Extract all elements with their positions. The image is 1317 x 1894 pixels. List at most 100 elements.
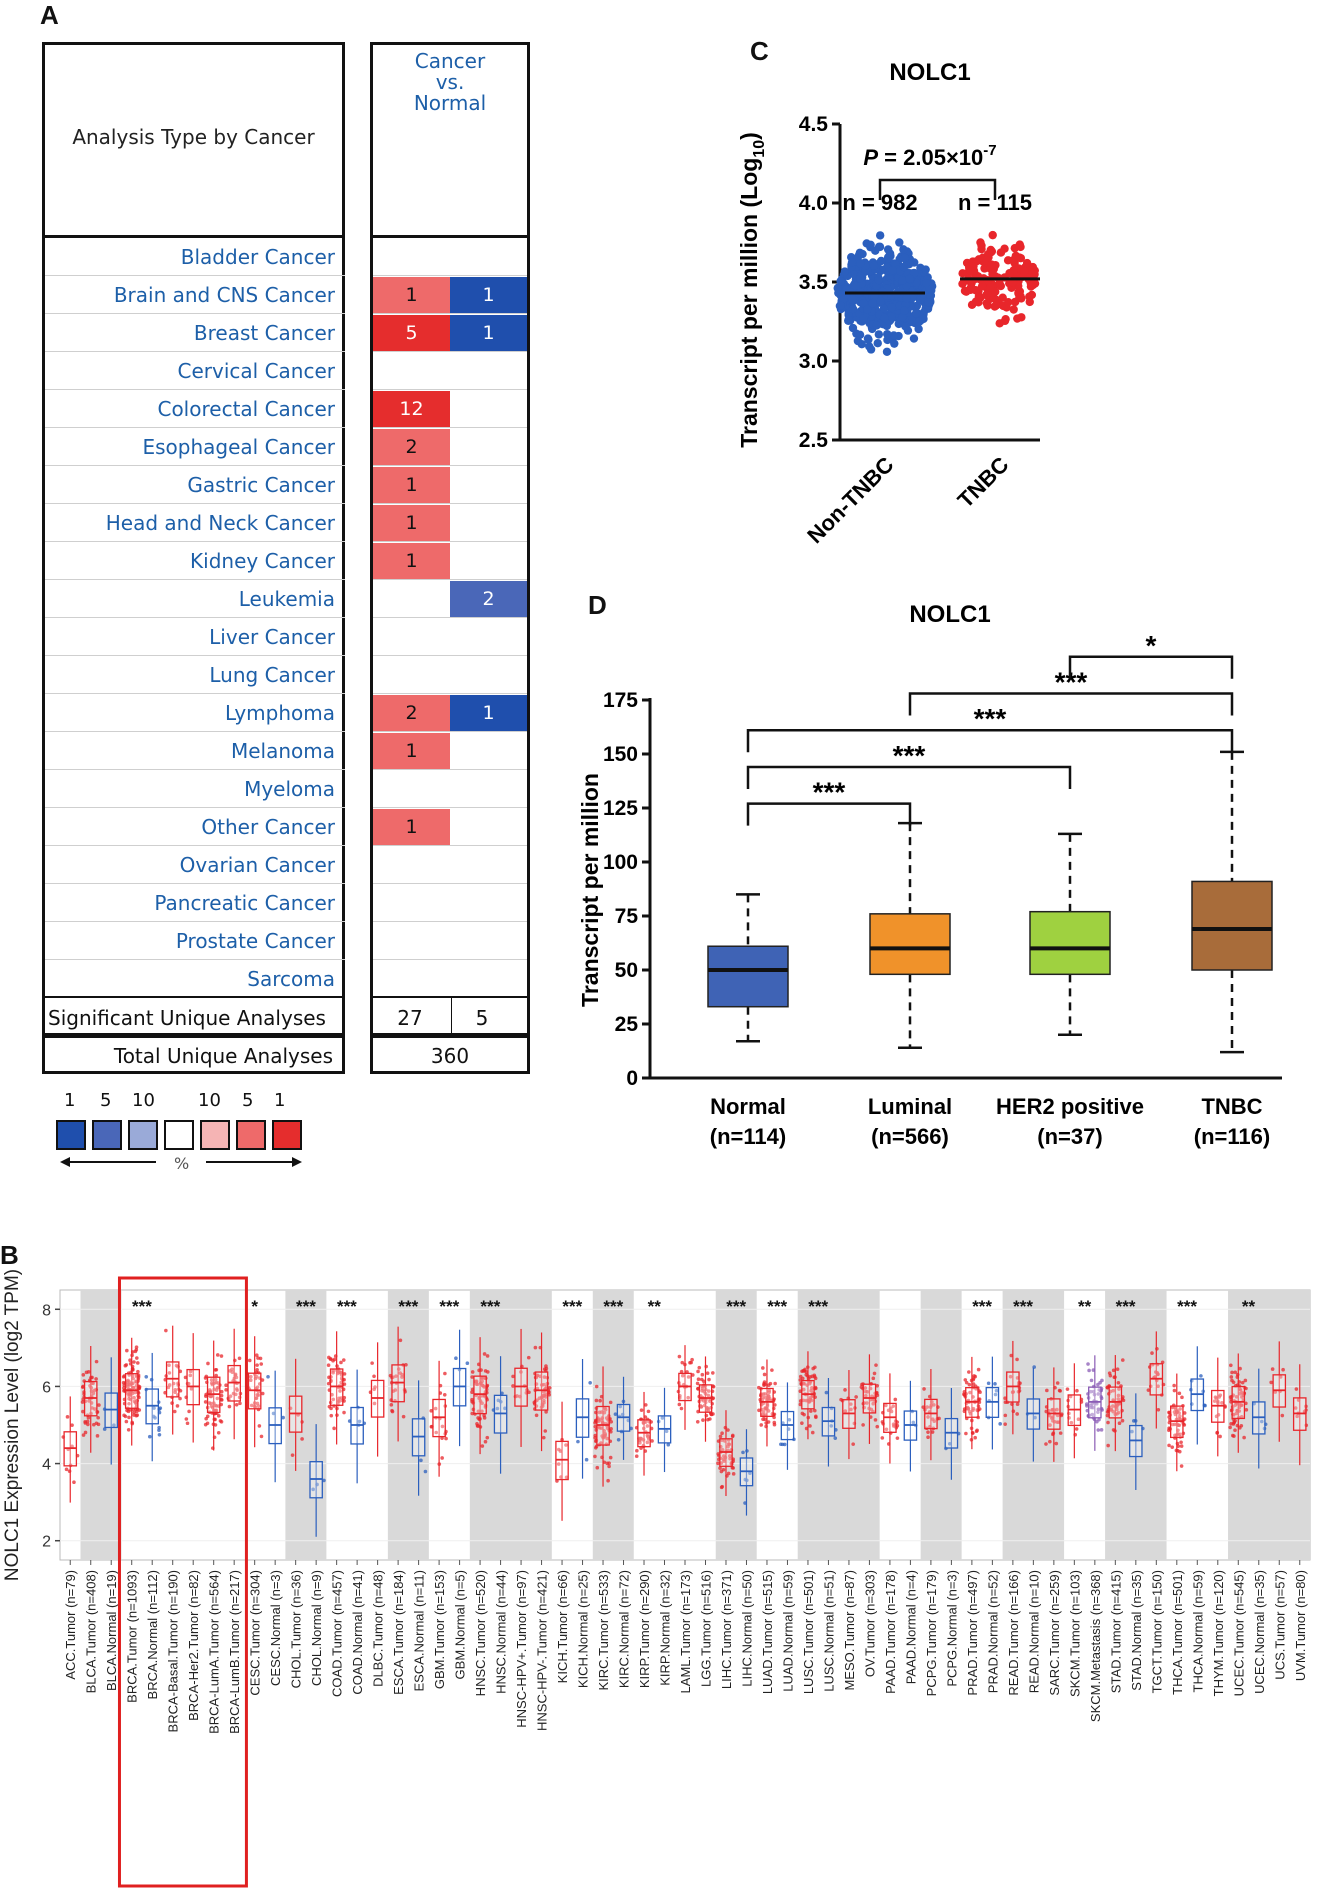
data-point bbox=[1001, 314, 1010, 324]
sample-point bbox=[1180, 1395, 1184, 1400]
sample-point bbox=[372, 1401, 377, 1406]
x-tick-label: KIRP.Tumor (n=290) bbox=[637, 1570, 652, 1688]
cancer-type-label[interactable]: Gastric Cancer bbox=[187, 473, 335, 497]
sample-point bbox=[215, 1353, 220, 1357]
sample-point bbox=[337, 1396, 341, 1401]
sample-point bbox=[1090, 1412, 1095, 1417]
sample-point bbox=[1182, 1411, 1187, 1415]
sample-point bbox=[1240, 1391, 1245, 1395]
cancer-type-label[interactable]: Melanoma bbox=[230, 739, 335, 763]
sample-point bbox=[1115, 1403, 1120, 1407]
cancer-type-label[interactable]: Kidney Cancer bbox=[190, 549, 335, 573]
cancer-type-label[interactable]: Prostate Cancer bbox=[175, 929, 335, 953]
sample-point bbox=[679, 1369, 684, 1374]
sample-point bbox=[925, 1405, 930, 1409]
sample-point bbox=[184, 1417, 189, 1421]
cancer-type-label[interactable]: Cervical Cancer bbox=[177, 359, 335, 383]
sample-point bbox=[968, 1390, 972, 1395]
data-point bbox=[958, 279, 967, 288]
sample-point bbox=[125, 1384, 130, 1389]
cancer-type-label[interactable]: Colorectal Cancer bbox=[157, 397, 335, 421]
cancer-type-label[interactable]: Leukemia bbox=[238, 587, 335, 611]
sample-point bbox=[342, 1372, 347, 1376]
data-point bbox=[875, 231, 885, 240]
sample-point bbox=[757, 1408, 761, 1413]
cancer-row: Cervical Cancer bbox=[45, 352, 345, 390]
x-tick-label: UCS.Tumor (n=57) bbox=[1272, 1570, 1287, 1680]
y-tick-label: 4 bbox=[42, 1457, 51, 1474]
x-tick-label: COAD.Tumor (n=457) bbox=[330, 1570, 345, 1697]
cancer-vs-normal-header: Cancer vs. Normal bbox=[370, 42, 530, 238]
sample-point bbox=[700, 1372, 705, 1377]
sample-point bbox=[593, 1454, 597, 1459]
cancer-type-label[interactable]: Brain and CNS Cancer bbox=[113, 283, 335, 307]
data-point bbox=[988, 230, 997, 240]
sample-point bbox=[132, 1360, 136, 1364]
sample-point bbox=[135, 1356, 139, 1360]
n-label: (n=116) bbox=[1194, 1124, 1270, 1149]
significance-stars: *** bbox=[132, 1297, 152, 1316]
sample-point bbox=[124, 1419, 129, 1424]
sample-point bbox=[234, 1403, 239, 1407]
sample-point bbox=[962, 1392, 966, 1397]
cancer-type-label[interactable]: Sarcoma bbox=[247, 967, 335, 991]
underexpression-cell: 1 bbox=[450, 695, 527, 731]
x-tick-label: KIRP.Normal (n=32) bbox=[658, 1570, 673, 1686]
sample-point bbox=[535, 1398, 539, 1402]
sample-point bbox=[219, 1419, 224, 1424]
cancer-type-label[interactable]: Other Cancer bbox=[201, 815, 335, 839]
sample-point bbox=[1233, 1370, 1238, 1375]
y-tick-label: 150 bbox=[603, 743, 638, 766]
sample-point bbox=[993, 1392, 998, 1397]
significance-stars: *** bbox=[296, 1297, 316, 1316]
sample-point bbox=[173, 1390, 178, 1395]
sample-point bbox=[1096, 1410, 1100, 1414]
cancer-type-label[interactable]: Head and Neck Cancer bbox=[105, 511, 335, 535]
sample-point bbox=[1239, 1414, 1244, 1419]
sample-point bbox=[370, 1361, 374, 1365]
cancer-type-label[interactable]: Breast Cancer bbox=[193, 321, 335, 345]
legend-up-5 bbox=[236, 1120, 266, 1150]
sample-point bbox=[1008, 1374, 1013, 1379]
x-tick-label: ESCA.Normal (n=11) bbox=[412, 1570, 427, 1692]
data-point bbox=[888, 266, 897, 275]
sample-point bbox=[209, 1381, 214, 1385]
sample-point bbox=[719, 1485, 724, 1490]
cancer-row: Sarcoma bbox=[45, 960, 345, 998]
y-tick-label: 3.5 bbox=[799, 271, 829, 294]
sample-point bbox=[255, 1393, 260, 1397]
underexpression-cell bbox=[450, 543, 527, 579]
sample-point bbox=[326, 1363, 331, 1368]
sample-point bbox=[486, 1370, 490, 1374]
sample-point bbox=[1069, 1420, 1074, 1425]
sample-point bbox=[65, 1415, 70, 1419]
x-tick-label: Normal bbox=[710, 1094, 786, 1119]
cancer-type-label[interactable]: Esophageal Cancer bbox=[142, 435, 335, 459]
sample-point bbox=[895, 1436, 900, 1440]
data-point bbox=[866, 240, 875, 250]
cancer-type-label[interactable]: Lung Cancer bbox=[209, 663, 335, 687]
sample-point bbox=[503, 1406, 507, 1411]
cell-row bbox=[373, 656, 527, 694]
cancer-type-label[interactable]: Liver Cancer bbox=[209, 625, 335, 649]
overexpression-cell bbox=[373, 885, 450, 921]
sample-point bbox=[971, 1406, 976, 1411]
sample-point bbox=[1094, 1401, 1099, 1406]
sample-point bbox=[973, 1374, 978, 1379]
sample-point bbox=[728, 1456, 732, 1461]
cancer-type-label[interactable]: Ovarian Cancer bbox=[179, 853, 335, 877]
cell-row bbox=[373, 922, 527, 960]
sample-point bbox=[1233, 1418, 1237, 1423]
cancer-type-label[interactable]: Bladder Cancer bbox=[180, 245, 335, 269]
cancer-type-label[interactable]: Lymphoma bbox=[225, 701, 335, 725]
cancer-type-label[interactable]: Pancreatic Cancer bbox=[154, 891, 335, 915]
data-point bbox=[848, 304, 858, 314]
sample-point bbox=[339, 1360, 343, 1365]
sample-point bbox=[144, 1374, 149, 1379]
x-tick-label: DLBC.Tumor (n=48) bbox=[371, 1570, 386, 1687]
total-analyses-label: Total Unique Analyses bbox=[113, 1044, 333, 1068]
significance-stars: *** bbox=[813, 777, 846, 808]
sample-point bbox=[474, 1380, 479, 1384]
sample-point bbox=[238, 1401, 242, 1406]
cancer-type-label[interactable]: Myeloma bbox=[244, 777, 335, 801]
